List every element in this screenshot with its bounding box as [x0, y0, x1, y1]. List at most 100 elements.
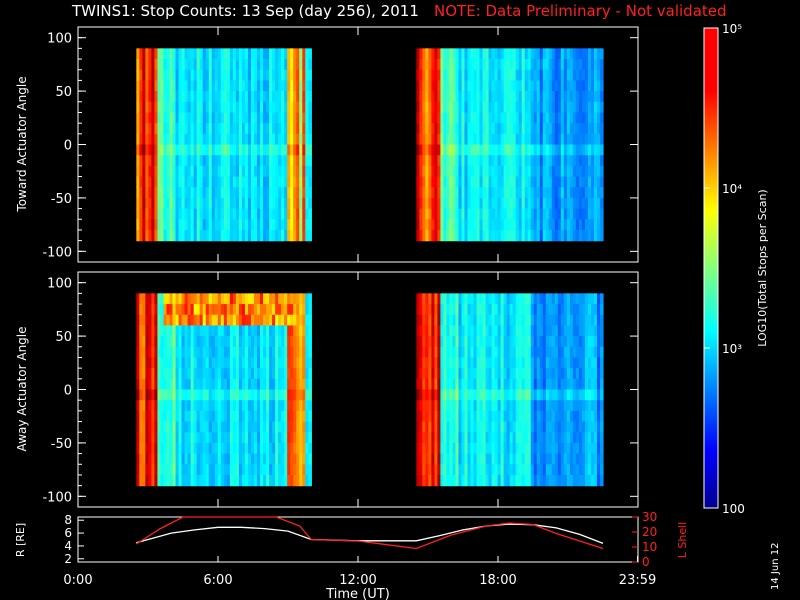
away-cell — [296, 368, 300, 380]
toward-cell — [142, 229, 146, 242]
toward-cell — [446, 133, 451, 146]
away-cell — [284, 325, 288, 337]
toward-cell — [479, 155, 484, 167]
toward-cell — [422, 229, 426, 242]
toward-cell — [536, 112, 541, 124]
away-cell — [145, 442, 150, 455]
away-cell — [488, 336, 493, 348]
toward-cell — [241, 155, 246, 167]
away-cell — [464, 346, 469, 359]
toward-cell — [482, 112, 487, 124]
away-cell — [169, 368, 174, 380]
away-cell — [464, 325, 469, 337]
away-cell — [266, 410, 270, 423]
away-cell — [199, 474, 204, 487]
away-cell — [599, 293, 604, 305]
toward-cell — [449, 219, 454, 231]
toward-cell — [241, 91, 246, 103]
toward-cell — [584, 69, 589, 82]
toward-cell — [431, 59, 435, 71]
toward-cell — [581, 123, 586, 135]
away-cell — [437, 293, 442, 305]
away-cell — [557, 368, 562, 380]
toward-cell — [205, 69, 210, 82]
away-cell — [293, 304, 297, 316]
away-cell — [160, 346, 165, 359]
away-cell — [569, 357, 574, 369]
toward-cell — [290, 59, 294, 71]
away-cell — [187, 410, 192, 423]
away-cell — [443, 368, 448, 380]
away-cell — [247, 314, 252, 327]
toward-cell — [503, 80, 508, 92]
away-cell — [199, 346, 204, 359]
toward-cell — [181, 208, 186, 220]
away-cell — [220, 464, 225, 476]
away-cell — [431, 442, 435, 455]
toward-cell — [199, 187, 204, 199]
away-cell — [581, 336, 586, 348]
toward-cell — [461, 144, 466, 156]
away-cell — [247, 346, 252, 359]
away-cell — [229, 421, 234, 433]
away-cell — [139, 325, 143, 337]
away-cell — [587, 400, 592, 412]
away-cell — [275, 410, 279, 423]
toward-cell — [269, 133, 273, 146]
away-cell — [178, 474, 183, 487]
away-cell — [211, 314, 216, 327]
toward-cell — [184, 59, 189, 71]
toward-cell — [266, 69, 270, 82]
away-cell — [512, 410, 517, 423]
toward-cell — [217, 112, 222, 124]
toward-cell — [202, 91, 207, 103]
away-cell — [458, 389, 463, 401]
away-cell — [247, 432, 252, 444]
toward-cell — [290, 133, 294, 146]
toward-cell — [202, 112, 207, 124]
away-cell — [452, 389, 457, 401]
toward-cell — [226, 176, 231, 188]
toward-cell — [302, 91, 306, 103]
away-cell — [479, 336, 484, 348]
away-cell — [464, 378, 469, 391]
toward-cell — [533, 208, 538, 220]
away-cell — [419, 325, 423, 337]
toward-cell — [244, 219, 249, 231]
toward-cell — [467, 144, 472, 156]
away-cell — [299, 325, 303, 337]
toward-cell — [202, 69, 207, 82]
away-cell — [299, 336, 303, 348]
toward-cell — [503, 101, 508, 114]
away-cell — [269, 453, 273, 465]
toward-cell — [181, 123, 186, 135]
away-cell — [479, 389, 484, 401]
away-cell — [217, 410, 222, 423]
away-cell — [148, 474, 153, 487]
away-cell — [563, 464, 568, 476]
toward-cell — [199, 144, 204, 156]
toward-cell — [437, 155, 442, 167]
toward-cell — [226, 112, 231, 124]
away-cell — [527, 453, 532, 465]
away-cell — [512, 304, 517, 316]
toward-cell — [572, 101, 577, 114]
away-cell — [154, 432, 159, 444]
toward-cell — [536, 69, 541, 82]
away-cell — [238, 474, 243, 487]
away-cell — [220, 304, 225, 316]
toward-cell — [539, 101, 544, 114]
away-cell — [581, 293, 586, 305]
toward-cell — [272, 123, 276, 135]
away-cell — [485, 357, 490, 369]
toward-cell — [160, 112, 165, 124]
away-cell — [446, 357, 451, 369]
away-cell — [494, 336, 499, 348]
toward-cell — [488, 176, 493, 188]
toward-cell — [205, 176, 210, 188]
toward-cell — [458, 176, 463, 188]
away-cell — [566, 400, 571, 412]
away-cell — [569, 421, 574, 433]
away-cell — [563, 293, 568, 305]
away-cell — [229, 325, 234, 337]
